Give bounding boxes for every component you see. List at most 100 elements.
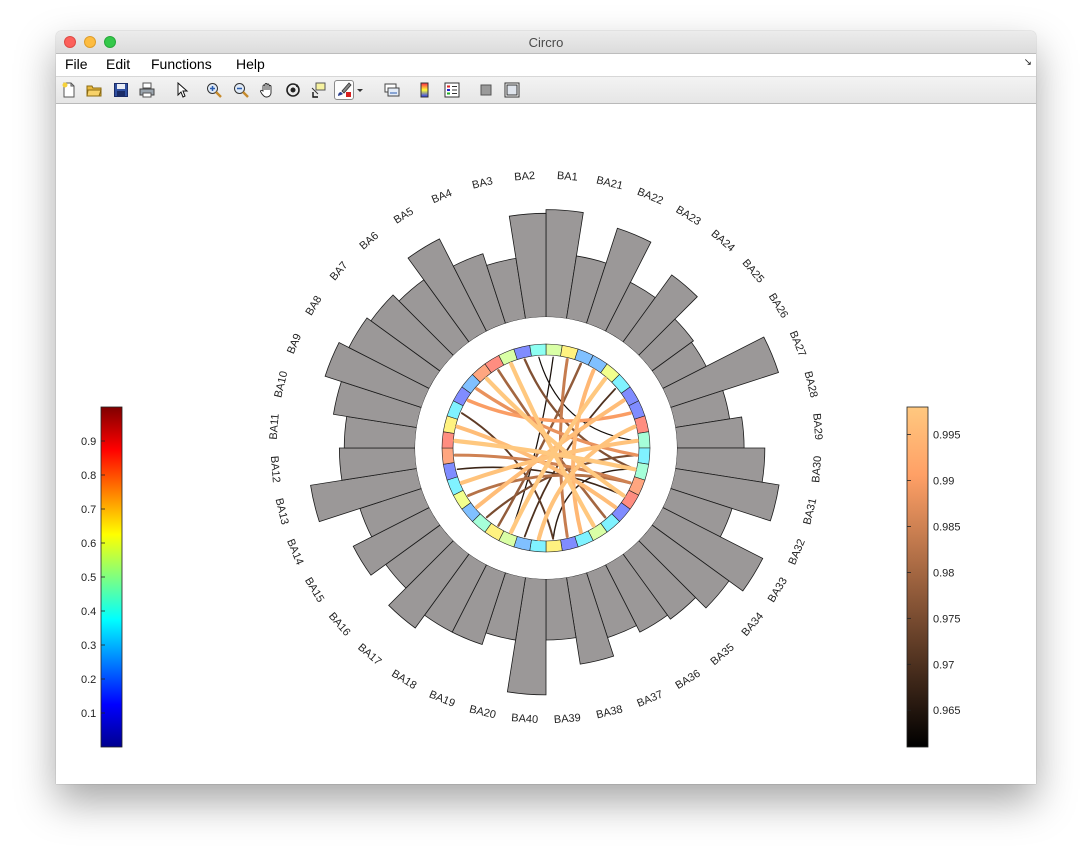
rotate-3d-icon[interactable] bbox=[283, 80, 303, 100]
colorbar-tick-label: 0.98 bbox=[933, 567, 954, 579]
colorbar-tick-label: 0.3 bbox=[81, 640, 96, 652]
window-title: Circro bbox=[528, 35, 564, 50]
colorbar-tick-label: 0.985 bbox=[933, 521, 961, 533]
menu-help[interactable]: Help bbox=[236, 56, 265, 72]
inner-ring-gap bbox=[415, 317, 677, 579]
node-label: BA9 bbox=[285, 332, 304, 356]
connection-link bbox=[453, 438, 637, 472]
colorbar-tick-label: 0.9 bbox=[81, 436, 96, 448]
menu-bar: File Edit Functions Help ↘ bbox=[56, 54, 1036, 77]
save-icon[interactable] bbox=[111, 80, 131, 100]
node-segment bbox=[441, 431, 455, 449]
new-file-icon[interactable] bbox=[59, 80, 79, 100]
node-label: BA31 bbox=[801, 497, 819, 526]
right-colorbar-ticks: 0.965 0.97 0.975 0.98 0.985 0.99 0.995 bbox=[907, 430, 961, 717]
close-window-button[interactable] bbox=[64, 36, 76, 48]
connection-link bbox=[484, 376, 626, 498]
data-cursor-icon[interactable] bbox=[308, 80, 328, 100]
node-label: BA34 bbox=[739, 610, 766, 638]
node-label: BA21 bbox=[595, 174, 624, 192]
legend-icon[interactable] bbox=[442, 80, 462, 100]
colorbar-tick-label: 0.99 bbox=[933, 476, 954, 488]
link-plot-icon[interactable] bbox=[382, 80, 402, 100]
colorbar-tick-label: 0.4 bbox=[81, 606, 96, 618]
node-label: BA36 bbox=[673, 668, 702, 692]
colorbar-tick-label: 0.7 bbox=[81, 504, 96, 516]
colorbar-tick-label: 0.1 bbox=[81, 708, 96, 720]
node-segment bbox=[545, 539, 563, 553]
node-label: BA11 bbox=[268, 413, 282, 440]
connection-link bbox=[459, 438, 639, 485]
connection-link bbox=[523, 358, 636, 471]
node-label: BA16 bbox=[326, 610, 353, 638]
print-icon[interactable] bbox=[137, 80, 157, 100]
node-label: BA12 bbox=[268, 455, 282, 483]
node-label: BA3 bbox=[471, 175, 494, 192]
node-label: BA24 bbox=[709, 228, 737, 255]
left-colorbar-ticks: 0.1 0.2 0.3 0.4 0.5 0.6 0.7 0.8 0.9 bbox=[81, 436, 105, 720]
node-segment bbox=[529, 343, 547, 357]
zoom-in-icon[interactable] bbox=[204, 80, 224, 100]
node-label: BA37 bbox=[635, 689, 664, 710]
node-label: BA10 bbox=[272, 370, 290, 399]
toolbar bbox=[56, 77, 1036, 104]
colorbar-tick-label: 0.97 bbox=[933, 659, 954, 671]
node-label: BA35 bbox=[708, 641, 736, 668]
figure-canvas[interactable]: BA1 BA21 BA22 BA23 BA24 BA25 BA26 BA27 BA28 BA29 B… bbox=[56, 104, 1036, 784]
zoom-out-icon[interactable] bbox=[231, 80, 251, 100]
connection-link bbox=[485, 454, 638, 519]
node-label: BA27 bbox=[787, 329, 808, 358]
node-label: BA22 bbox=[635, 186, 664, 207]
brush-icon[interactable] bbox=[334, 80, 354, 100]
node-label: BA38 bbox=[595, 703, 624, 721]
open-folder-icon[interactable] bbox=[84, 80, 104, 100]
pan-hand-icon[interactable] bbox=[257, 80, 277, 100]
menu-edit[interactable]: Edit bbox=[106, 56, 131, 72]
node-label: BA15 bbox=[302, 575, 326, 604]
node-label: BA32 bbox=[787, 537, 808, 566]
colorbar-tick-label: 0.965 bbox=[933, 705, 961, 717]
menu-file[interactable]: File bbox=[65, 56, 88, 72]
pointer-icon[interactable] bbox=[172, 80, 192, 100]
connection-link bbox=[475, 387, 639, 457]
node-segment bbox=[637, 431, 651, 449]
node-label: BA29 bbox=[810, 413, 824, 441]
connection-link bbox=[523, 388, 617, 538]
node-label: BA8 bbox=[303, 294, 324, 318]
node-segment bbox=[545, 343, 563, 357]
brush-dropdown-icon[interactable] bbox=[354, 80, 366, 100]
connection-link bbox=[536, 424, 637, 541]
colorbar-tick-label: 0.2 bbox=[81, 674, 96, 686]
node-label: BA39 bbox=[553, 712, 581, 726]
node-segment bbox=[637, 447, 651, 465]
node-label: BA1 bbox=[557, 170, 579, 184]
colorbar-icon[interactable] bbox=[415, 80, 435, 100]
connection-link bbox=[510, 356, 554, 533]
node-ring bbox=[441, 343, 651, 553]
dock-figure-icon[interactable]: ↘ bbox=[1023, 57, 1032, 68]
menu-functions[interactable]: Functions bbox=[151, 56, 212, 72]
app-window: Circro File Edit Functions Help ↘ bbox=[56, 31, 1036, 784]
node-bars bbox=[310, 209, 780, 696]
node-label: BA5 bbox=[392, 205, 416, 226]
node-label: BA33 bbox=[766, 575, 790, 604]
colorbar-tick-label: 0.5 bbox=[81, 572, 96, 584]
node-label: BA30 bbox=[810, 455, 824, 483]
hide-plot-tools-icon[interactable] bbox=[476, 80, 496, 100]
node-label: BA17 bbox=[355, 641, 383, 668]
colorbar-tick-label: 0.6 bbox=[81, 538, 96, 550]
zoom-window-button[interactable] bbox=[104, 36, 116, 48]
minimize-window-button[interactable] bbox=[84, 36, 96, 48]
right-colorbar[interactable] bbox=[906, 406, 929, 748]
node-segment bbox=[529, 539, 547, 553]
title-bar[interactable]: Circro bbox=[56, 31, 1036, 54]
connection-links bbox=[453, 356, 639, 541]
colorbar-tick-label: 0.995 bbox=[933, 430, 961, 442]
node-segment bbox=[441, 447, 455, 465]
show-plot-tools-icon[interactable] bbox=[502, 80, 522, 100]
node-label: BA40 bbox=[511, 712, 539, 726]
node-label: BA20 bbox=[468, 703, 497, 721]
colorbar-tick-label: 0.975 bbox=[933, 613, 961, 625]
connection-link bbox=[538, 356, 638, 442]
